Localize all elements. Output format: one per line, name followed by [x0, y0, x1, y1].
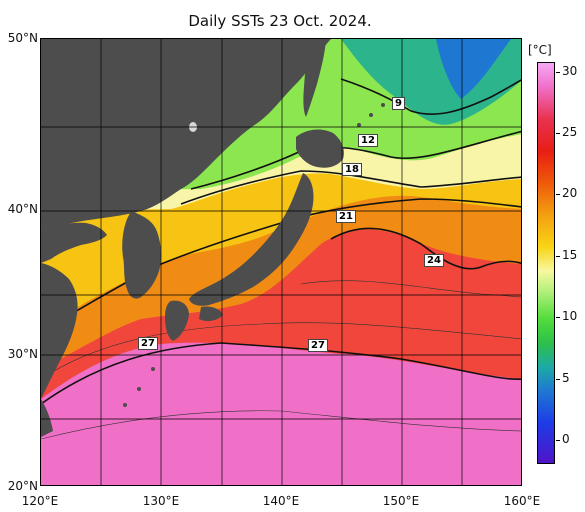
colorbar-label-0: 0 — [562, 432, 570, 446]
land-liaodong — [41, 222, 107, 263]
lon-label-130e: 130°E — [142, 494, 180, 508]
land-asia-north — [41, 39, 331, 229]
colorbar-tick-5 — [556, 379, 560, 380]
land-hokkaido — [296, 129, 344, 168]
lon-label-140e: 140°E — [262, 494, 300, 508]
isotherm-label-27-west: 27 — [138, 337, 158, 350]
isotherm-label-24: 24 — [424, 254, 444, 267]
colorbar-label-20: 20 — [562, 186, 578, 200]
colorbar-label-15: 15 — [562, 248, 578, 262]
sst-map — [40, 38, 522, 486]
land-sakhalin — [303, 39, 326, 117]
land-kyushu — [165, 300, 189, 341]
lat-label-20n: 20°N — [7, 479, 38, 493]
isotherm-label-18: 18 — [342, 163, 362, 176]
isotherm-9 — [340, 78, 521, 115]
colorbar-label-5: 5 — [562, 371, 570, 385]
lat-label-40n: 40°N — [7, 202, 38, 216]
lon-label-120e: 120°E — [21, 494, 59, 508]
land-ryukyu-1 — [151, 367, 155, 371]
colorbar-tick-0 — [556, 440, 560, 441]
land-ryukyu-3 — [123, 403, 127, 407]
isotherm-label-27-east: 27 — [308, 339, 328, 352]
isotherm-label-12: 12 — [358, 134, 378, 147]
isotherm-thin-2 — [41, 322, 521, 380]
sst-map-canvas — [41, 39, 521, 485]
isotherm-27 — [41, 342, 521, 405]
land-china-coast — [41, 263, 78, 399]
colorbar-label-30: 30 — [562, 64, 578, 78]
isotherm-label-21: 21 — [336, 210, 356, 223]
lat-label-30n: 30°N — [7, 347, 38, 361]
isotherm-12 — [190, 130, 521, 190]
isotherm-thin-1 — [41, 410, 521, 440]
colorbar-tick-10 — [556, 317, 560, 318]
land-kuril-2 — [369, 113, 373, 117]
colorbar-tick-30 — [556, 72, 560, 73]
colorbar-tick-25 — [556, 133, 560, 134]
land-kuril-1 — [357, 123, 361, 127]
colorbar — [537, 62, 555, 464]
colorbar-unit: [°C] — [528, 43, 552, 57]
map-title: Daily SSTs 23 Oct. 2024. — [188, 12, 372, 30]
colorbar-label-10: 10 — [562, 309, 578, 323]
land-shikoku — [199, 306, 223, 322]
graticule — [41, 39, 521, 485]
land-taiwan-area — [41, 399, 53, 437]
sst-band-blue — [436, 39, 511, 99]
land-honshu — [189, 173, 314, 306]
lon-label-150e: 150°E — [382, 494, 420, 508]
land-kuril-3 — [381, 103, 385, 107]
land-ryukyu-2 — [137, 387, 141, 391]
isotherm-thin-3 — [300, 280, 521, 298]
colorbar-tick-15 — [556, 256, 560, 257]
colorbar-label-25: 25 — [562, 125, 578, 139]
lon-label-160e: 160°E — [503, 494, 541, 508]
isotherm-24 — [330, 227, 521, 270]
land-korea — [122, 211, 162, 299]
isotherm-label-9: 9 — [392, 97, 405, 110]
colorbar-tick-20 — [556, 194, 560, 195]
lat-label-50n: 50°N — [7, 31, 38, 45]
